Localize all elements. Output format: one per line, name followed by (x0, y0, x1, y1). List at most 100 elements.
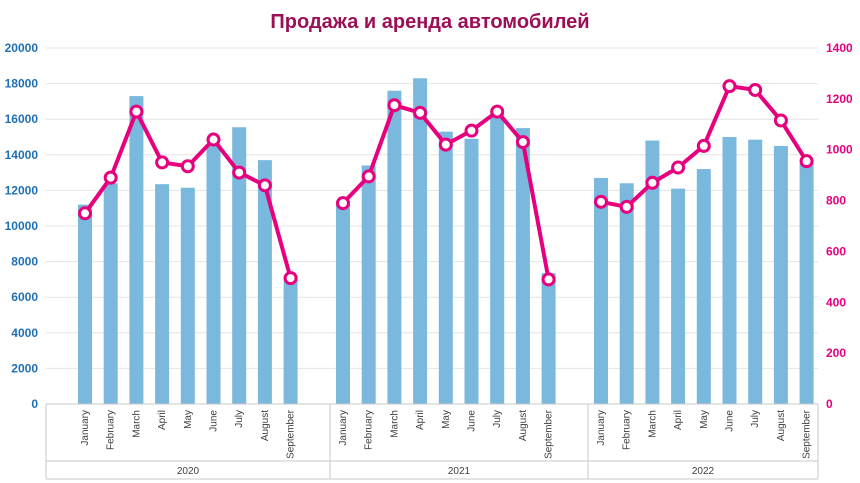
right-tick-label: 800 (826, 194, 846, 208)
line-point (645, 175, 660, 190)
left-tick-label: 18000 (5, 77, 39, 91)
right-tick-label: 200 (826, 346, 846, 360)
bar (773, 145, 788, 404)
month-label: May (441, 410, 452, 429)
month-label: May (699, 410, 710, 429)
line-point (232, 165, 247, 180)
line-point (155, 155, 170, 170)
line-point (696, 138, 711, 153)
bar (696, 169, 711, 404)
month-label: July (492, 410, 503, 428)
right-tick-label: 0 (826, 397, 833, 411)
line-point (180, 159, 195, 174)
line-point (257, 178, 272, 193)
bar (748, 139, 763, 405)
left-tick-label: 16000 (5, 112, 39, 126)
line-point (283, 271, 298, 286)
month-label: April (673, 410, 684, 430)
month-label: September (286, 409, 297, 459)
left-tick-label: 14000 (5, 148, 39, 162)
month-label: March (389, 410, 400, 438)
gridlines (46, 47, 818, 405)
right-tick-label: 1400 (826, 41, 853, 55)
month-label: August (776, 410, 787, 441)
month-label: August (518, 410, 529, 441)
month-label: January (80, 410, 91, 446)
left-tick-label: 2000 (11, 361, 38, 375)
left-tick-label: 6000 (11, 290, 38, 304)
month-label: January (338, 410, 349, 446)
line-point (206, 132, 221, 147)
bar (103, 183, 118, 404)
bar (671, 188, 686, 404)
month-label: September (802, 409, 813, 459)
right-tick-label: 400 (826, 295, 846, 309)
line-point (671, 160, 686, 175)
category-axis: January February March April May June July Augu… (45, 403, 819, 480)
left-tick-label: 20000 (5, 41, 39, 55)
line-point (336, 196, 350, 211)
line-point (722, 79, 737, 94)
line-point (438, 137, 453, 152)
bar (464, 138, 479, 404)
month-label: April (157, 410, 168, 430)
line-point (361, 169, 376, 184)
bar (799, 163, 814, 404)
bar (180, 187, 195, 404)
month-label: April (415, 410, 426, 430)
month-label: July (750, 410, 761, 428)
line-point (413, 105, 428, 120)
year-label: 2020 (177, 466, 200, 477)
bar (387, 90, 402, 404)
month-label: March (131, 410, 142, 438)
bar (129, 96, 144, 404)
month-label: August (260, 410, 271, 441)
left-tick-label: 0 (31, 397, 38, 411)
line-point (387, 98, 402, 113)
bar (515, 128, 530, 404)
month-label: June (725, 410, 736, 432)
month-label: February (364, 410, 375, 450)
left-tick-label: 8000 (11, 255, 38, 269)
bar (490, 113, 505, 405)
line-point (129, 104, 144, 119)
right-tick-label: 1000 (826, 143, 853, 157)
bar-series (78, 78, 814, 405)
bar (619, 183, 634, 404)
month-label: May (183, 410, 194, 429)
line-point (78, 206, 92, 221)
bar (257, 160, 272, 404)
bar (361, 165, 376, 404)
line-point (799, 154, 814, 169)
year-label: 2021 (448, 466, 471, 477)
bar (645, 140, 660, 404)
month-label: June (209, 410, 220, 432)
month-label: March (647, 410, 658, 438)
line-point (490, 104, 505, 119)
bar (78, 204, 92, 404)
month-label: September (544, 409, 555, 459)
line-point (515, 135, 530, 150)
line-point (594, 194, 608, 209)
line-markers (78, 79, 814, 287)
line-point (773, 113, 788, 128)
line-point (619, 199, 634, 214)
bar (155, 184, 170, 404)
month-label: February (622, 410, 633, 450)
month-label: February (106, 410, 117, 450)
line-point (541, 272, 556, 287)
line-point (748, 82, 763, 97)
month-label: January (596, 410, 607, 446)
bar (283, 275, 298, 404)
line-point (103, 170, 118, 185)
month-label: July (234, 410, 245, 428)
left-tick-label: 10000 (5, 219, 39, 233)
bar (232, 127, 247, 405)
bar (413, 78, 428, 404)
right-axis: 0 200 400 600 800 1000 1200 1400 (826, 41, 853, 411)
right-tick-label: 600 (826, 244, 846, 258)
bar (722, 137, 737, 404)
year-label: 2022 (692, 466, 715, 477)
bar (541, 273, 556, 404)
